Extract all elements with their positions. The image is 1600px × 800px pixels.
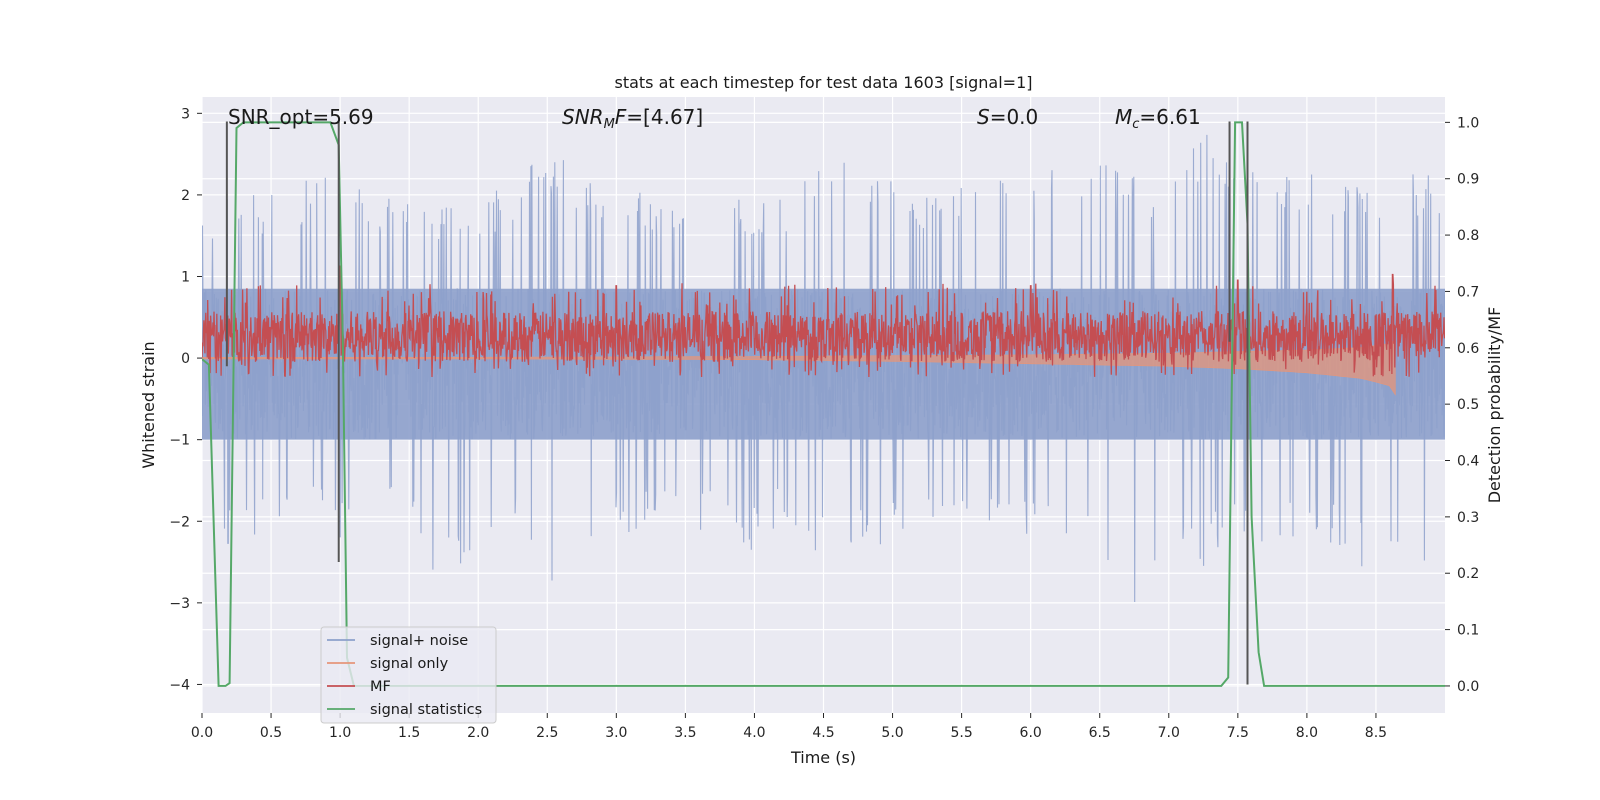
- annotation-suffix: F=[4.67]: [615, 105, 703, 129]
- x-tick-label: 3.5: [674, 725, 696, 741]
- x-tick-label: 1.5: [398, 725, 420, 741]
- chart-title: stats at each timestep for test data 160…: [614, 73, 1032, 92]
- x-axis-label: Time (s): [790, 748, 856, 767]
- y2-tick-label: 0.6: [1457, 341, 1479, 357]
- annotation-subscript: M: [604, 117, 615, 132]
- y2-tick-label: 0.7: [1457, 284, 1479, 300]
- annotation-prefix: SNR: [562, 105, 604, 129]
- x-tick-label: 6.5: [1089, 725, 1111, 741]
- x-tick-label: 7.0: [1158, 725, 1180, 741]
- vertical-markers: [225, 121, 1249, 685]
- y-axis-left: 3 2 1 0 −1 −2 −3 −4: [169, 106, 202, 693]
- x-tick-label: 0.0: [191, 725, 213, 741]
- y-axis-label: Whitened strain: [139, 341, 158, 468]
- x-tick-label: 5.0: [881, 725, 903, 741]
- signal-statistics-line: [202, 121, 1445, 687]
- y2-axis-label: Detection probability/MF: [1485, 307, 1504, 504]
- annotation-suffix: =6.61: [1139, 105, 1200, 129]
- x-tick-label: 1.0: [329, 725, 351, 741]
- y2-tick-label: 0.8: [1457, 228, 1479, 244]
- signal-only-chirp: [202, 339, 1396, 396]
- x-tick-label: 5.5: [950, 725, 972, 741]
- legend-label: MF: [370, 679, 391, 695]
- annotation-suffix-italic: F: [615, 105, 627, 129]
- y-tick-label: 2: [181, 188, 190, 204]
- x-tick-label: 8.0: [1296, 725, 1318, 741]
- annotation-prefix: SNR_opt=5.69: [228, 105, 374, 129]
- x-tick-label: 3.0: [605, 725, 627, 741]
- y-axis-right: 1.0 0.9 0.8 0.7 0.6 0.5 0.4 0.3 0.2 0.1 0.0: [1445, 115, 1479, 695]
- y2-tick-label: 0.3: [1457, 510, 1479, 526]
- x-tick-label: 7.5: [1227, 725, 1249, 741]
- annotation-suffix-rest: =[4.67]: [626, 105, 703, 129]
- legend-box: [320, 626, 497, 724]
- y2-tick-label: 0.0: [1457, 679, 1479, 695]
- y-tick-label: 0: [181, 351, 190, 367]
- annotation-snr-opt: SNR_opt=5.69: [228, 105, 374, 129]
- x-tick-label: 2.5: [536, 725, 558, 741]
- y-tick-label: −4: [169, 677, 190, 693]
- annotation-mc: Mc=6.61: [1115, 105, 1201, 132]
- legend-label: signal statistics: [370, 702, 482, 718]
- y2-tick-label: 1.0: [1457, 115, 1479, 131]
- mf-trace: [202, 265, 1445, 378]
- y-tick-label: −3: [169, 596, 190, 612]
- y2-tick-label: 0.5: [1457, 397, 1479, 413]
- legend-label: signal only: [370, 656, 449, 672]
- annotation-subscript: c: [1132, 117, 1139, 132]
- y2-tick-label: 0.1: [1457, 623, 1479, 639]
- x-tick-label: 8.5: [1365, 725, 1387, 741]
- y-tick-label: 1: [181, 269, 190, 285]
- annotation-snr-mf: SNRMF=[4.67]: [562, 105, 703, 132]
- legend-label: signal+ noise: [370, 633, 468, 649]
- y-tick-label: 3: [181, 106, 190, 122]
- y2-tick-label: 0.4: [1457, 454, 1479, 470]
- y2-tick-label: 0.2: [1457, 566, 1479, 582]
- x-tick-label: 4.5: [812, 725, 834, 741]
- annotation-suffix: =0.0: [990, 105, 1039, 129]
- annotation-s-stat: S=0.0: [977, 105, 1038, 129]
- y2-tick-label: 0.9: [1457, 172, 1479, 188]
- annotations: SNR_opt=5.69 SNRMF=[4.67] S=0.0 Mc=6.61: [228, 105, 1201, 132]
- x-tick-label: 6.0: [1020, 725, 1042, 741]
- x-tick-label: 4.0: [743, 725, 765, 741]
- y-tick-label: −2: [169, 514, 190, 530]
- x-axis: 0.0 0.5 1.0 1.5 2.0 2.5 3.0 3.5 4.0 4.5 5.0 5.5 6.0 6…: [191, 713, 1387, 741]
- series-layer: [202, 121, 1445, 687]
- annotation-prefix: M: [1115, 105, 1132, 129]
- legend: signal+ noise signal only MF signal statist…: [320, 626, 497, 724]
- series-clip-group: [202, 121, 1445, 687]
- x-tick-label: 2.0: [467, 725, 489, 741]
- annotation-prefix: S: [977, 105, 990, 129]
- x-tick-label: 0.5: [260, 725, 282, 741]
- y-tick-label: −1: [169, 433, 190, 449]
